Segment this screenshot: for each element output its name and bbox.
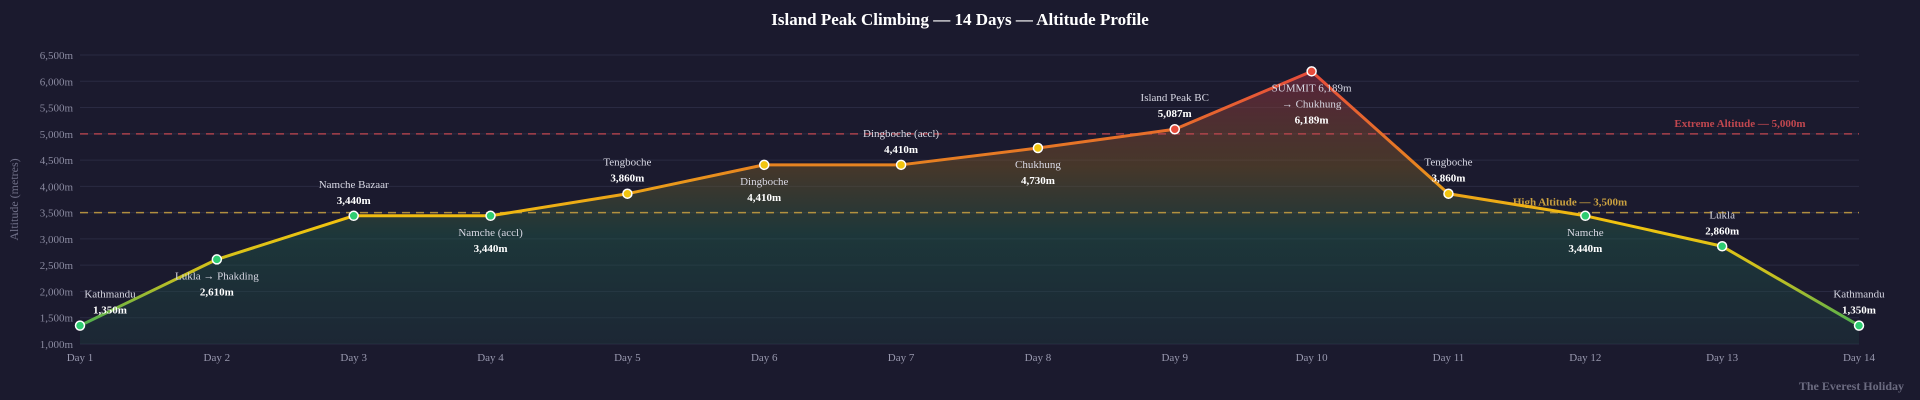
point-label: Namche: [1567, 227, 1604, 239]
x-tick-label: Day 14: [1843, 352, 1876, 364]
data-point: [1032, 142, 1044, 154]
value-label: 5,087m: [1158, 108, 1192, 120]
data-point: [1716, 241, 1728, 252]
chart-title: Island Peak Climbing — 14 Days — Altitud…: [771, 10, 1149, 29]
y-tick-label: 3,500m: [40, 208, 74, 220]
x-tick-label: Day 7: [888, 352, 915, 364]
y-tick-label: 6,000m: [40, 76, 74, 88]
y-tick-label: 6,500m: [40, 50, 74, 62]
y-tick-label: 5,500m: [40, 103, 74, 115]
data-point: [211, 254, 223, 265]
value-label: 1,350m: [1842, 305, 1876, 317]
area-fill: [80, 71, 1859, 344]
y-axis-label: Altitude (metres): [7, 158, 21, 240]
x-tick-label: Day 11: [1433, 352, 1465, 364]
point-label: SUMMIT 6,189m: [1272, 82, 1352, 94]
data-point: [485, 210, 496, 222]
value-label: 2,860m: [1705, 225, 1739, 237]
x-tick-label: Day 5: [614, 352, 641, 364]
x-tick-label: Day 2: [204, 352, 231, 364]
value-label: 4,730m: [1021, 175, 1055, 187]
point-label: Kathmandu: [84, 289, 136, 301]
reference-line-label: High Altitude — 3,500m: [1513, 197, 1627, 209]
x-tick-label: Day 13: [1706, 352, 1739, 364]
x-tick-label: Day 4: [477, 352, 504, 364]
x-tick-label: Day 10: [1296, 352, 1329, 364]
point-label: Lukla → Phakding: [175, 270, 259, 282]
y-tick-label: 4,500m: [40, 155, 74, 167]
point-label: Tengboche: [603, 157, 651, 169]
point-label: Namche Bazaar: [319, 179, 389, 191]
data-point: [74, 320, 86, 331]
data-point: [758, 159, 770, 171]
value-label: 3,440m: [474, 243, 508, 255]
value-label: 3,860m: [1432, 173, 1466, 185]
value-label: 3,440m: [1568, 243, 1602, 255]
y-tick-label: 3,000m: [40, 234, 74, 246]
y-tick-label: 4,000m: [40, 181, 74, 193]
y-tick-label: 2,000m: [40, 286, 74, 298]
point-label: → Chukhung: [1282, 98, 1342, 110]
data-point: [1169, 123, 1181, 135]
y-tick-label: 2,500m: [40, 260, 74, 272]
data-point: [348, 210, 359, 222]
x-tick-label: Day 12: [1569, 352, 1601, 364]
watermark: The Everest Holiday: [1798, 379, 1904, 393]
x-tick-label: Day 6: [751, 352, 778, 364]
y-tick-label: 1,500m: [40, 313, 74, 325]
point-label: Kathmandu: [1833, 289, 1885, 301]
value-label: 4,410m: [747, 192, 781, 204]
point-label: Dingboche (accl): [863, 128, 939, 140]
data-point: [1443, 188, 1454, 199]
data-point: [622, 188, 633, 199]
point-label: Namche (accl): [458, 227, 523, 239]
y-tick-label: 5,000m: [40, 129, 74, 141]
x-tick-label: Day 3: [340, 352, 367, 364]
point-label: Chukhung: [1015, 159, 1061, 171]
data-point: [895, 159, 907, 171]
point-label: Tengboche: [1424, 157, 1472, 169]
data-point: [1306, 66, 1317, 77]
data-point: [1853, 320, 1865, 331]
x-tick-label: Day 1: [67, 352, 94, 364]
altitude-line: [79, 69, 1860, 327]
point-label: Island Peak BC: [1141, 92, 1209, 104]
y-tick-label: 1,000m: [40, 339, 74, 351]
value-label: 6,189m: [1295, 114, 1329, 126]
value-label: 4,410m: [884, 144, 918, 156]
point-label: Lukla: [1709, 209, 1735, 221]
data-point: [1580, 210, 1591, 222]
value-label: 3,440m: [337, 195, 371, 207]
x-tick-label: Day 8: [1025, 352, 1052, 364]
value-label: 3,860m: [610, 173, 644, 185]
point-label: Dingboche: [740, 176, 788, 188]
value-label: 1,350m: [93, 305, 127, 317]
x-tick-label: Day 9: [1161, 352, 1188, 364]
reference-line-label: Extreme Altitude — 5,000m: [1674, 118, 1805, 130]
value-label: 2,610m: [200, 286, 234, 298]
